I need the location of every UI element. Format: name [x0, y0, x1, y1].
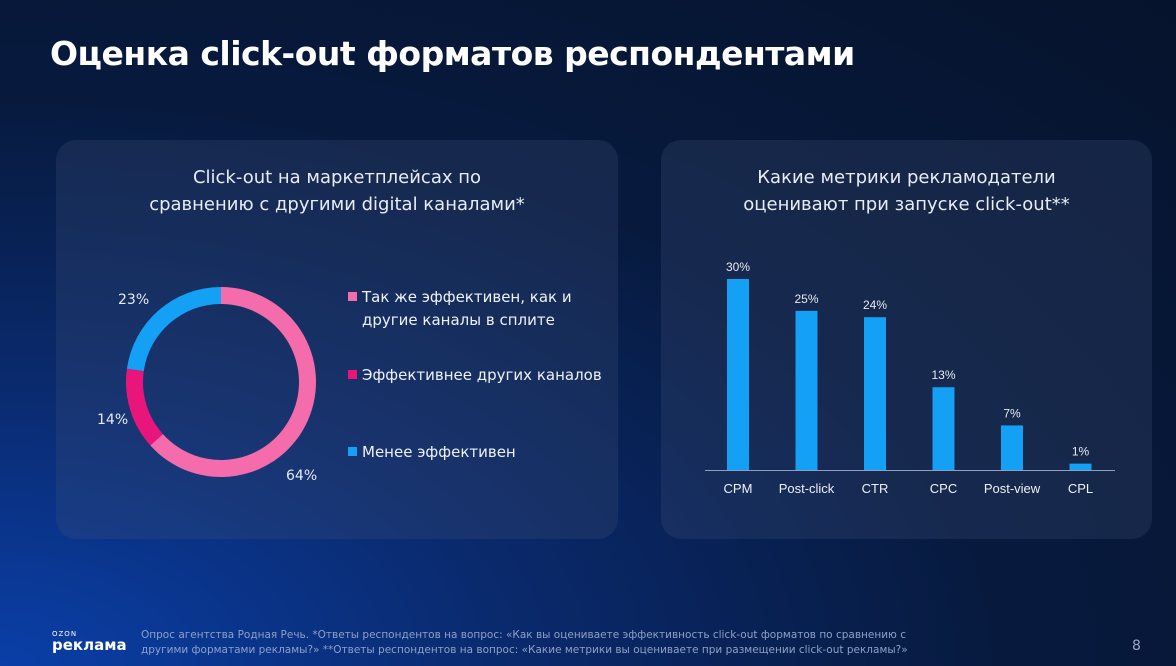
x-tick-label: Post-click — [779, 481, 835, 496]
bar-value-label: 1% — [1072, 445, 1090, 459]
legend-item-more: Эффективнее других каналов — [348, 364, 602, 387]
donut-label-same: 64% — [286, 468, 318, 484]
bar-value-label: 25% — [794, 292, 818, 306]
donut-chart — [125, 287, 316, 477]
bar-cpl — [1069, 463, 1092, 470]
legend-text: другие каналы в сплите — [362, 311, 555, 329]
donut-title-line: Click-out на маркетплейсах по — [192, 167, 482, 188]
legend-swatch — [348, 447, 357, 456]
donut-slice-more — [125, 368, 163, 446]
bar-cpm — [727, 279, 749, 470]
legend-swatch — [348, 292, 357, 301]
donut-slice-same — [150, 287, 316, 477]
x-tick-label: CTR — [862, 481, 889, 496]
bar-value-label: 24% — [863, 298, 887, 312]
donut-label-more: 14% — [97, 412, 129, 428]
bar-chart-title: Какие метрики рекламодатели оценивают пр… — [661, 164, 1152, 218]
legend-item-same: Так же эффективен, как и другие каналы в … — [348, 286, 572, 332]
page-number: 8 — [1132, 638, 1141, 654]
x-tick-label: CPC — [930, 481, 957, 496]
donut-label-less: 23% — [118, 292, 150, 308]
donut-title-line: сравнению с другими digital каналами* — [149, 194, 525, 215]
legend-item-less: Менее эффективен — [348, 441, 516, 464]
slide-title: Оценка click-out форматов респондентами — [50, 34, 855, 73]
bar-value-label: 13% — [931, 368, 955, 382]
x-tick-label: Post-view — [984, 481, 1041, 496]
bar-chart: 30% CPM 25% Post-click 24% CTR 13% CPC 7% Post-vi… — [705, 260, 1115, 496]
bar-chart-card: Какие метрики рекламодатели оценивают пр… — [661, 140, 1152, 539]
bar-cpc — [932, 387, 955, 470]
footnote: Опрос агентства Родная Речь. *Ответы рес… — [141, 628, 991, 658]
legend-swatch — [348, 370, 357, 379]
x-tick-label: CPM — [724, 481, 753, 496]
logo-big: реклама — [52, 636, 127, 654]
bar-post-click — [795, 310, 818, 470]
bar-title-line: Какие метрики рекламодатели — [757, 167, 1056, 188]
bar-title-line: оценивают при запуске click-out** — [743, 194, 1070, 215]
donut-slice-less — [126, 287, 221, 372]
legend-text: Менее эффективен — [362, 443, 516, 461]
legend-text: Так же эффективен, как и — [362, 288, 572, 306]
logo-small: OZON — [52, 630, 78, 638]
bar-value-label: 30% — [726, 260, 750, 274]
donut-chart-title: Click-out на маркетплейсах по сравнению … — [56, 164, 618, 218]
footnote-line: другими форматами рекламы?» **Ответы рес… — [141, 644, 908, 656]
bar-ctr — [864, 317, 886, 470]
bar-post-view — [1001, 425, 1023, 470]
donut-chart-card: Click-out на маркетплейсах по сравнению … — [56, 140, 618, 539]
ozon-reklama-logo: OZON реклама — [52, 630, 127, 654]
bar-value-label: 7% — [1003, 406, 1021, 420]
legend-text: Эффективнее других каналов — [362, 366, 602, 384]
x-tick-label: CPL — [1068, 481, 1093, 496]
footnote-line: Опрос агентства Родная Речь. *Ответы рес… — [141, 629, 906, 641]
